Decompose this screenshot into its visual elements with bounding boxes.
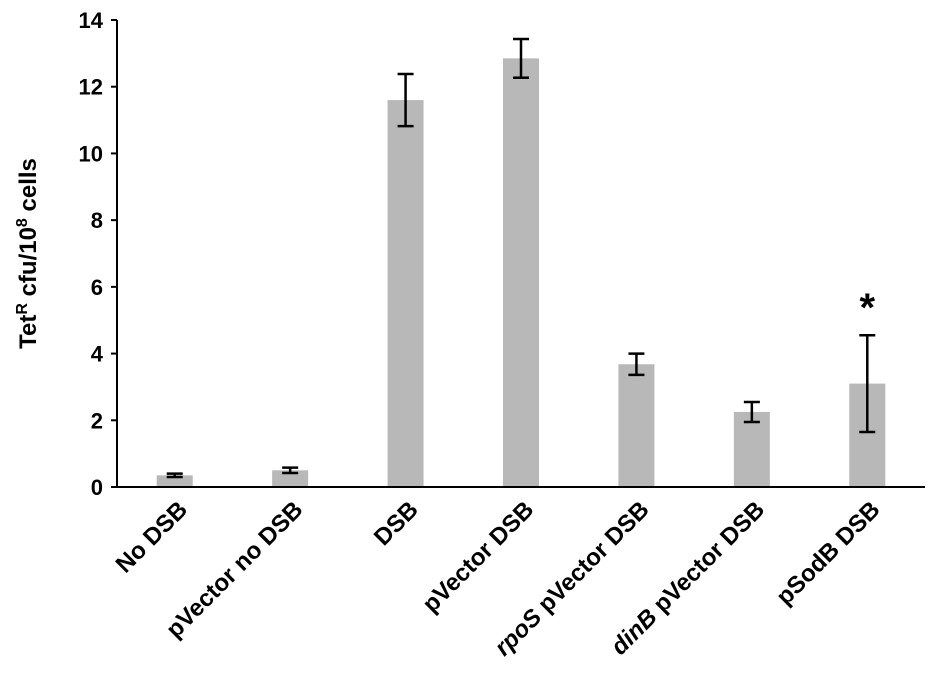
- y-tick-label: 4: [91, 342, 104, 367]
- significance-asterisk: *: [859, 286, 875, 330]
- bar: [618, 364, 655, 487]
- y-tick-label: 10: [79, 141, 103, 166]
- axes: [116, 20, 925, 488]
- error-bar: [166, 472, 183, 479]
- y-tick-label: 12: [79, 75, 103, 100]
- error-bar: [397, 72, 414, 128]
- bar: [733, 411, 770, 487]
- error-bar: [743, 400, 760, 424]
- y-tick-label: 14: [79, 8, 104, 33]
- error-bars: [166, 37, 876, 479]
- x-category-label: pVector DSB: [417, 496, 539, 618]
- y-tick-label: 0: [91, 475, 103, 500]
- x-category-label: No DSB: [111, 496, 193, 578]
- bar: [156, 475, 193, 487]
- error-bar: [859, 333, 876, 434]
- bar: [272, 470, 309, 487]
- bar: [503, 58, 539, 487]
- y-tick-label: 8: [91, 208, 103, 233]
- error-bar: [282, 466, 299, 475]
- x-category-label: pSodB DSB: [771, 496, 885, 610]
- annotations: *: [859, 286, 875, 330]
- y-axis-ticks: 0 2 4 6 8 10 12 14: [79, 8, 117, 500]
- y-tick-label: 2: [91, 408, 103, 433]
- x-category-label: DSB: [369, 496, 424, 551]
- y-axis-title: TetR cfu/108 cells: [14, 158, 42, 349]
- y-tick-label: 6: [91, 275, 103, 300]
- error-bar: [628, 352, 645, 377]
- y-axis-label: TetR cfu/108 cells: [14, 158, 42, 349]
- bars: [156, 58, 886, 488]
- error-bar: [513, 37, 529, 79]
- bar: [387, 100, 424, 488]
